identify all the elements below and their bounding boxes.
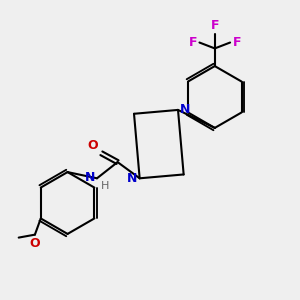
- Text: O: O: [30, 237, 40, 250]
- Text: N: N: [85, 171, 95, 184]
- Text: F: F: [211, 19, 219, 32]
- Text: O: O: [88, 139, 98, 152]
- Text: N: N: [127, 172, 137, 185]
- Text: F: F: [232, 36, 241, 49]
- Text: F: F: [189, 36, 197, 49]
- Text: H: H: [100, 181, 109, 191]
- Text: N: N: [180, 103, 191, 116]
